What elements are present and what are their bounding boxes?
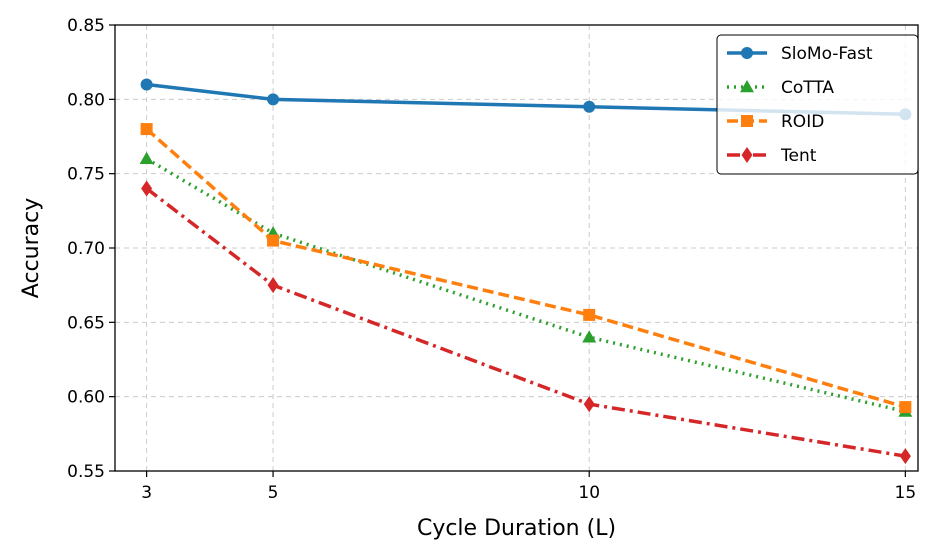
data-point: [267, 234, 280, 247]
data-point: [582, 330, 597, 343]
x-axis-label: Cycle Duration (L): [417, 516, 616, 541]
series-tent: [141, 180, 911, 465]
data-point: [583, 396, 595, 413]
legend-entry: SloMo-Fast: [727, 44, 873, 64]
y-tick-label: 0.65: [67, 313, 105, 333]
data-point: [140, 123, 153, 136]
y-tick-label: 0.80: [67, 90, 105, 110]
axis-ticks: 0.55 0.60 0.65 0.70 0.75 0.80 0.85 3 5 10 15: [67, 16, 916, 503]
legend: SloMo-Fast CoTTA ROID Tent: [716, 34, 919, 175]
legend-label: SloMo-Fast: [781, 44, 873, 64]
x-tick-label: 10: [578, 483, 600, 503]
legend-label: Tent: [780, 146, 817, 166]
x-tick-label: 15: [895, 483, 917, 503]
data-point: [583, 308, 596, 321]
data-point: [141, 180, 153, 197]
data-point: [267, 277, 279, 294]
series-line: [145, 127, 906, 409]
legend-marker: [741, 115, 753, 127]
legend-entry: CoTTA: [727, 78, 834, 98]
y-tick-label: 0.85: [67, 16, 105, 36]
legend-entry: Tent: [727, 146, 817, 166]
x-tick-label: 3: [141, 483, 152, 503]
plot-frame: [114, 24, 919, 472]
data-point: [583, 100, 596, 113]
legend-label: ROID: [781, 112, 824, 132]
y-tick-label: 0.75: [67, 165, 105, 185]
data-point: [899, 401, 912, 414]
y-axis-label: Accuracy: [19, 198, 44, 298]
legend-box: [716, 34, 919, 175]
y-tick-label: 0.55: [67, 462, 105, 482]
data-point: [267, 93, 280, 106]
legend-marker: [741, 147, 753, 163]
data-point: [140, 78, 153, 91]
legend-label: CoTTA: [781, 78, 834, 98]
legend-entry: ROID: [727, 112, 824, 132]
series-line: [145, 187, 906, 458]
series-roid: [140, 123, 912, 414]
y-tick-label: 0.70: [67, 239, 105, 259]
legend-marker: [740, 80, 754, 93]
data-point: [899, 448, 911, 465]
x-tick-label: 5: [268, 483, 279, 503]
data-point: [139, 151, 154, 165]
y-tick-label: 0.60: [67, 388, 105, 408]
legend-marker: [741, 47, 753, 59]
